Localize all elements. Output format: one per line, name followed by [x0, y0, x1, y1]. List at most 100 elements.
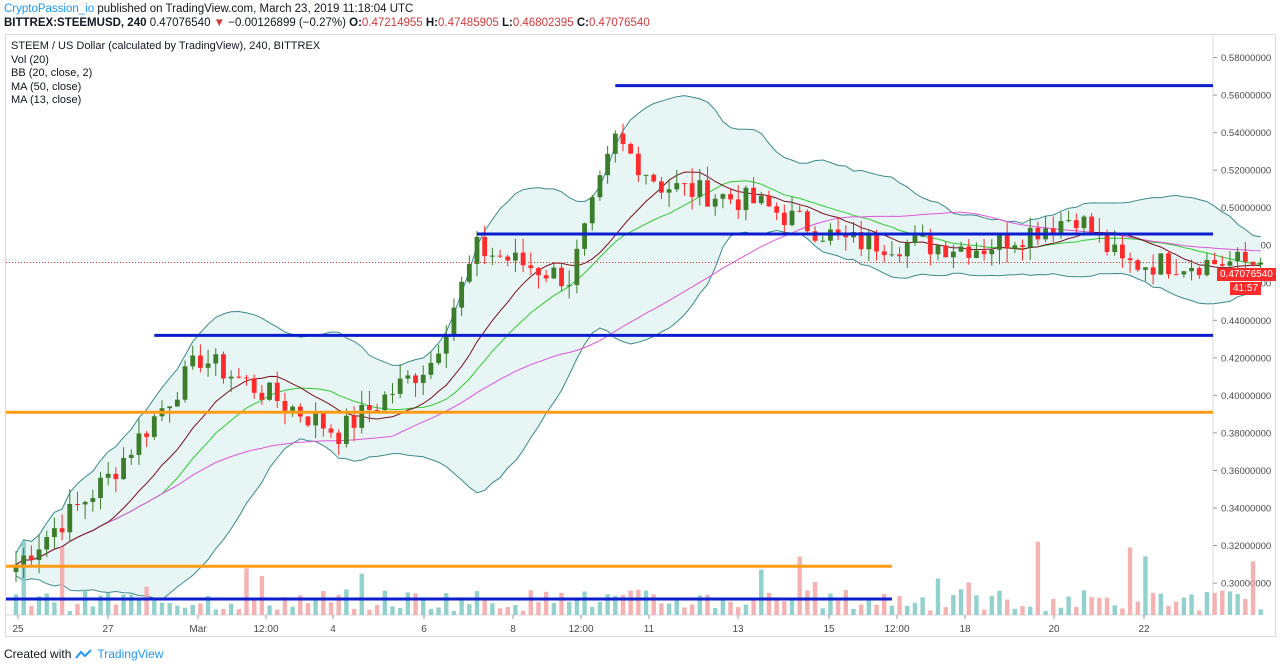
candle-body — [589, 197, 595, 224]
chart-frame[interactable] — [5, 34, 1276, 637]
candle-body — [67, 503, 73, 533]
candle-body — [282, 400, 288, 411]
volume-bar — [282, 596, 288, 615]
volume-bar — [851, 608, 856, 615]
volume-bar — [236, 609, 242, 615]
x-tick-label: 20 — [1048, 624, 1060, 635]
candle-body — [720, 194, 726, 199]
candle-body — [236, 376, 242, 378]
candle-body — [21, 555, 27, 565]
x-tick-label: 4 — [330, 624, 336, 635]
candle-body — [597, 175, 603, 198]
candle-body — [881, 251, 887, 256]
candle-body — [989, 249, 995, 255]
candle-body — [52, 528, 57, 538]
volume-bar — [1166, 605, 1171, 615]
candle-body — [382, 394, 388, 411]
candle-body — [912, 235, 918, 244]
volume-bar — [1220, 590, 1225, 615]
volume-bar — [513, 605, 518, 615]
volume-bar — [144, 586, 149, 615]
candle-body — [474, 237, 480, 264]
candle-body — [781, 212, 787, 226]
volume-bar — [106, 593, 111, 615]
volume-bar — [674, 598, 679, 615]
legend-volume: Vol (20) — [11, 53, 49, 66]
candle-body — [336, 432, 342, 444]
candle-body — [735, 199, 741, 211]
candle-body — [121, 457, 126, 480]
volume-bar — [421, 599, 426, 615]
volume-bar — [1235, 594, 1240, 615]
volume-bar — [736, 606, 741, 615]
volume-bar — [935, 578, 941, 615]
candle-body — [789, 210, 795, 226]
candle-body — [305, 416, 311, 426]
volume-bar — [590, 606, 595, 615]
candle-body — [205, 363, 211, 368]
y-tick-label: 0.34000000 — [1221, 504, 1271, 515]
footer-brand[interactable]: TradingView — [97, 647, 164, 661]
ohlc-line: BITTREX:STEEMUSD, 240 0.47076540 ▼ −0.00… — [4, 17, 650, 29]
candle-body — [136, 433, 142, 455]
candle-body — [1250, 261, 1256, 265]
candle-body — [328, 428, 334, 433]
bb-basis — [15, 180, 1261, 566]
candle-body — [812, 231, 818, 241]
candle-body — [904, 243, 910, 257]
x-tick-label: 25 — [12, 624, 24, 635]
volume-bar — [359, 573, 364, 615]
volume-bar — [905, 605, 910, 615]
open-value: 0.47214955 — [361, 17, 423, 29]
volume-bar — [689, 604, 695, 615]
volume-bar — [121, 594, 126, 615]
tradingview-logo-icon — [75, 649, 93, 659]
candle-body — [858, 232, 864, 250]
volume-bar — [1150, 592, 1156, 615]
change-text: −0.00126899 (−0.27%) — [228, 17, 346, 29]
candle-body — [743, 187, 749, 211]
volume-bar — [997, 590, 1002, 615]
low-value: 0.46802395 — [512, 17, 574, 29]
bb-lower — [15, 229, 1261, 601]
published-text: published on TradingView.com, March 23, … — [97, 3, 414, 15]
volume-bar — [943, 607, 948, 615]
candle-body — [1127, 258, 1133, 261]
candle-body — [228, 376, 234, 379]
volume-bar — [1212, 592, 1217, 615]
legend-ma50: MA (50, close) — [11, 80, 82, 93]
volume-bar — [1012, 608, 1018, 615]
volume-bar — [974, 595, 979, 615]
author-link[interactable]: CryptoPassion_io — [4, 3, 95, 15]
candle-body — [1112, 244, 1118, 252]
candle-body — [728, 194, 733, 200]
candle-body — [151, 416, 157, 437]
volume-bar — [1181, 597, 1187, 615]
candle-body — [1020, 245, 1025, 247]
candle-body — [221, 354, 226, 379]
candle-body — [1219, 264, 1225, 266]
volume-bar — [1197, 610, 1202, 615]
x-tick-label: 12:00 — [884, 624, 909, 635]
open-label: O: — [349, 17, 362, 29]
volume-bar — [1135, 601, 1140, 615]
candle-body — [390, 393, 395, 395]
volume-bar — [789, 600, 795, 615]
close-value: 0.47076540 — [588, 17, 650, 29]
volume-bar — [413, 593, 418, 615]
volume-bar — [129, 594, 134, 615]
high-label: H: — [425, 17, 439, 29]
volume-bar — [805, 590, 810, 615]
volume-bar — [29, 605, 34, 615]
volume-bar — [221, 608, 226, 615]
volume-bar — [605, 594, 610, 615]
candle-body — [267, 382, 272, 400]
candle-body — [751, 187, 756, 204]
volume-bar — [651, 594, 656, 615]
volume-bar — [743, 604, 749, 615]
candle-body — [774, 206, 780, 213]
candle-body — [343, 415, 349, 444]
volume-bar — [436, 607, 441, 615]
volume-bar — [1058, 607, 1064, 615]
